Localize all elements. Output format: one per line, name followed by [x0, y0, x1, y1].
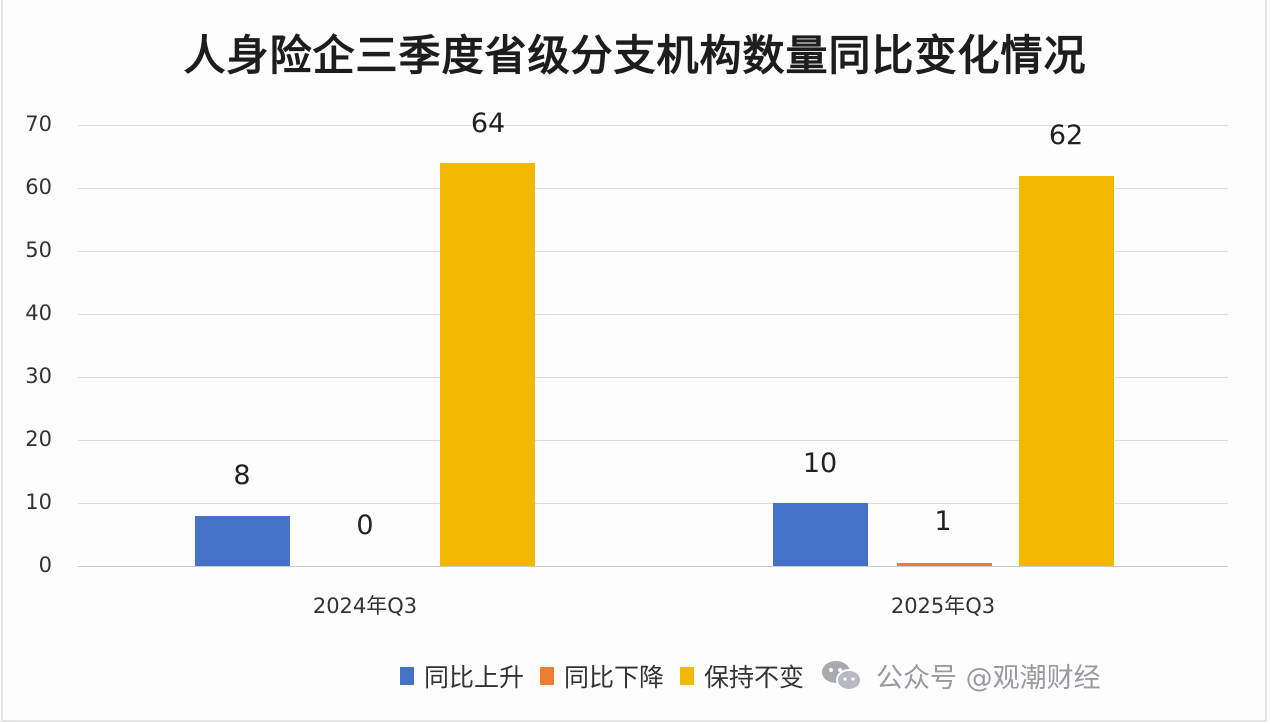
watermark: 公众号 @观潮财经: [820, 656, 1101, 695]
legend-label-decline: 同比下降: [564, 662, 665, 692]
gridline-60: [78, 188, 1228, 189]
data-label-2024-unchanged: 64: [470, 108, 506, 139]
y-tick-70: 70: [25, 112, 52, 136]
gridline-30: [78, 377, 1228, 378]
y-tick-30: 30: [25, 364, 52, 388]
y-tick-20: 20: [25, 427, 52, 451]
y-tick-50: 50: [25, 238, 52, 262]
gridline-50: [78, 251, 1228, 252]
legend-swatch-decline: [540, 666, 555, 685]
legend-item-decline[interactable]: 同比下降: [540, 658, 664, 694]
wechat-icon: [822, 660, 863, 691]
legend: 同比上升 同比下降 保持不变 公众号 @观潮财经: [400, 656, 1101, 695]
gridline-10: [78, 503, 1228, 504]
gridline-40: [78, 314, 1228, 315]
legend-swatch-rise: [400, 666, 414, 685]
legend-label-rise: 同比上升: [424, 662, 525, 692]
legend-item-unchanged[interactable]: 保持不变: [680, 658, 804, 694]
y-tick-60: 60: [25, 175, 52, 199]
bar-2024-rise[interactable]: [195, 516, 290, 566]
legend-item-rise[interactable]: 同比上升: [400, 658, 524, 694]
watermark-text: 公众号 @观潮财经: [876, 663, 1101, 694]
data-label-2024-decline: 0: [356, 510, 374, 541]
legend-swatch-unchanged: [680, 666, 695, 685]
bar-2025-unchanged[interactable]: [1019, 176, 1114, 566]
bar-2025-rise[interactable]: [773, 503, 868, 566]
gridline-20: [78, 440, 1228, 441]
gridline-70: [78, 125, 1228, 126]
data-label-2024-rise: 8: [233, 460, 251, 491]
bar-2024-unchanged[interactable]: [440, 163, 535, 566]
x-label-2025q3: 2025年Q3: [890, 594, 996, 618]
x-label-2024q3: 2024年Q3: [312, 594, 418, 618]
plot-area: [78, 125, 1228, 567]
bar-2025-decline[interactable]: [897, 563, 992, 566]
y-tick-0: 0: [38, 553, 52, 577]
y-tick-10: 10: [25, 490, 52, 514]
data-label-2025-rise: 10: [802, 448, 838, 479]
chart-title: 人身险企三季度省级分支机构数量同比变化情况: [183, 31, 1087, 80]
data-label-2025-unchanged: 62: [1048, 120, 1084, 151]
y-tick-40: 40: [25, 301, 52, 325]
data-label-2025-decline: 1: [934, 506, 952, 537]
legend-label-unchanged: 保持不变: [704, 662, 805, 692]
x-axis-baseline: [78, 566, 1228, 567]
